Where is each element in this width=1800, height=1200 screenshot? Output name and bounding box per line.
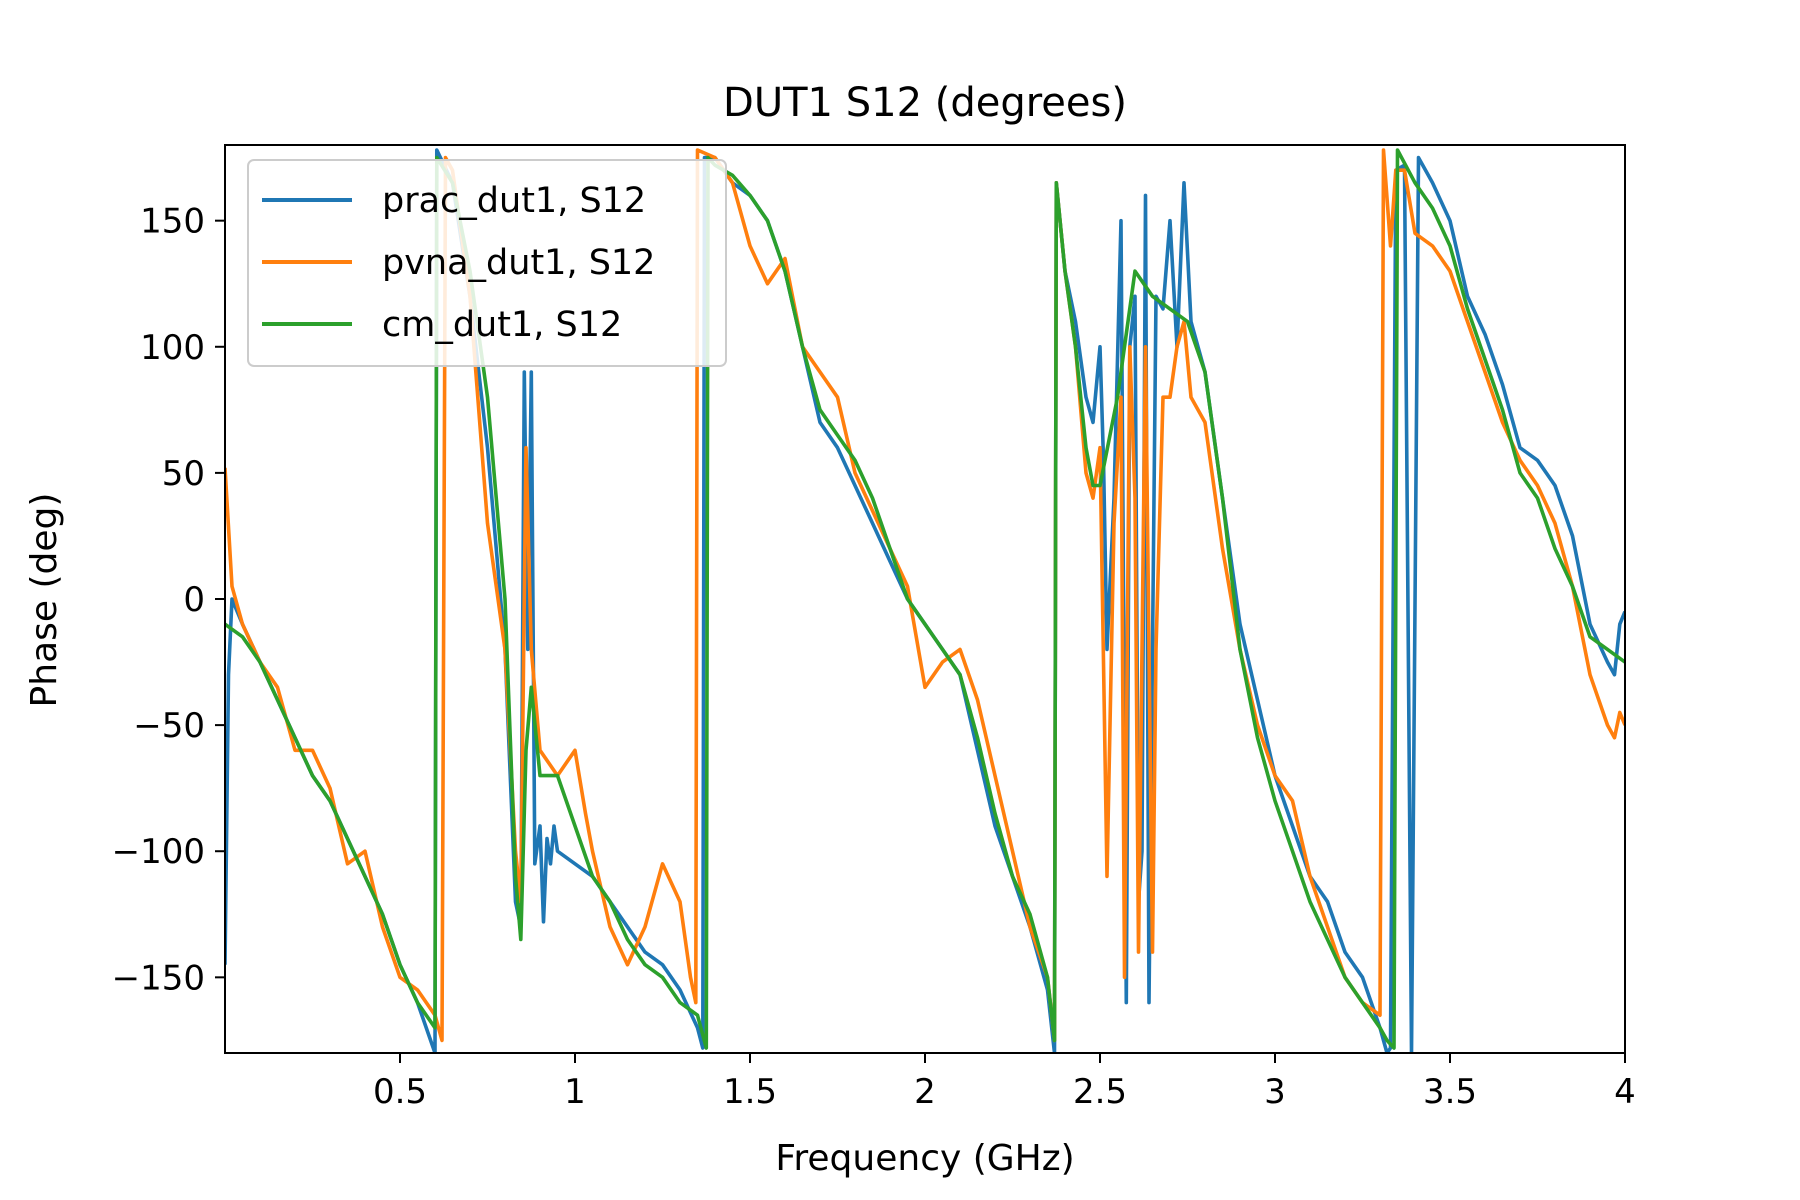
y-tick-label-3: 0 [183, 580, 205, 620]
y-tick-label-1: 100 [140, 328, 205, 368]
series-line-1 [225, 148, 1625, 1043]
x-tick-label-5: 3 [1264, 1072, 1286, 1112]
x-tick-label-7: 4 [1614, 1072, 1636, 1112]
x-tick-label-0: 0.5 [373, 1072, 427, 1112]
y-axis-ticks: 150 100 50 0 −50 −100 −150 [112, 202, 225, 998]
y-tick-label-0: 150 [140, 202, 205, 242]
x-tick-label-4: 2.5 [1073, 1072, 1127, 1112]
y-tick-label-2: 50 [162, 454, 205, 494]
legend-label-prac: prac_dut1, S12 [382, 181, 646, 221]
legend: prac_dut1, S12 pvna_dut1, S12 cm_dut1, S… [247, 159, 727, 367]
x-axis-ticks: 0.5 1 1.5 2 2.5 3 3.5 4 [373, 1053, 1636, 1112]
x-tick-label-1: 1 [564, 1072, 586, 1112]
legend-label-pvna: pvna_dut1, S12 [382, 243, 655, 283]
y-tick-label-5: −100 [112, 832, 205, 872]
chart-title: DUT1 S12 (degrees) [723, 80, 1127, 126]
legend-label-cm: cm_dut1, S12 [382, 305, 622, 345]
y-axis-label: Phase (deg) [24, 493, 65, 708]
x-tick-label-3: 2 [914, 1072, 936, 1112]
legend-box [247, 159, 727, 367]
y-tick-label-6: −150 [112, 958, 205, 998]
x-tick-label-2: 1.5 [723, 1072, 777, 1112]
x-axis-label: Frequency (GHz) [775, 1138, 1074, 1179]
x-tick-label-6: 3.5 [1423, 1072, 1477, 1112]
y-tick-label-4: −50 [133, 706, 205, 746]
